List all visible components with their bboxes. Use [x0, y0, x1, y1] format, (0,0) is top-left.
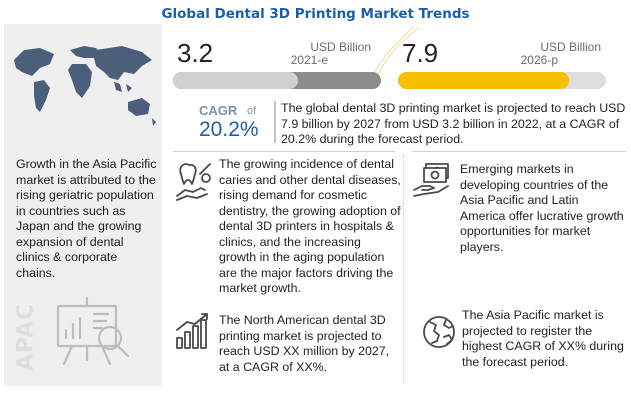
apac-region-label: APAC	[13, 302, 39, 372]
stat-2021-unit: USD Billion	[310, 40, 371, 54]
column-divider	[403, 155, 404, 383]
stat-2026-unit: USD Billion	[540, 40, 601, 54]
cagr-label: CAGR	[199, 103, 238, 118]
stat-2026-bar-fill	[398, 72, 569, 89]
cagr-of-label: of	[247, 105, 257, 117]
asia-pacific-text: The Asia Pacific market is projected to …	[462, 308, 624, 369]
stat-2026-year: 2026-p	[520, 53, 558, 67]
stat-2021-value: 3.2	[177, 38, 214, 68]
decorative-curves	[369, 25, 419, 83]
stat-2021-year: 2021-e	[290, 53, 328, 67]
stat-2021-bar	[173, 72, 381, 89]
cagr-description: The global dental 3D printing market is …	[281, 101, 626, 146]
stat-2021-bar-fill	[173, 72, 298, 89]
analytics-board-icon	[56, 296, 130, 366]
section-divider-left	[173, 151, 395, 152]
apac-growth-text: Growth in the Asia Pacific market is att…	[16, 157, 157, 280]
apac-panel: Growth in the Asia Pacific market is att…	[4, 24, 162, 386]
emerging-markets-text: Emerging markets in developing countries…	[460, 162, 624, 254]
world-map-icon	[14, 46, 156, 126]
cagr-value: 20.2%	[199, 118, 259, 141]
dental-care-icon	[176, 163, 211, 201]
cagr-divider	[274, 101, 276, 143]
market-drivers-text: The growing incidence of dental caries a…	[219, 157, 401, 295]
north-america-text: The North American dental 3D printing ma…	[219, 313, 390, 374]
money-hand-icon	[413, 163, 449, 197]
stat-2026-bar	[398, 72, 606, 89]
globe-icon	[423, 316, 455, 348]
bar-chart-growth-icon	[176, 313, 208, 349]
stat-2026-value: 7.9	[402, 38, 439, 68]
page-title: Global Dental 3D Printing Market Trends	[161, 6, 470, 22]
section-divider-right	[412, 151, 626, 152]
